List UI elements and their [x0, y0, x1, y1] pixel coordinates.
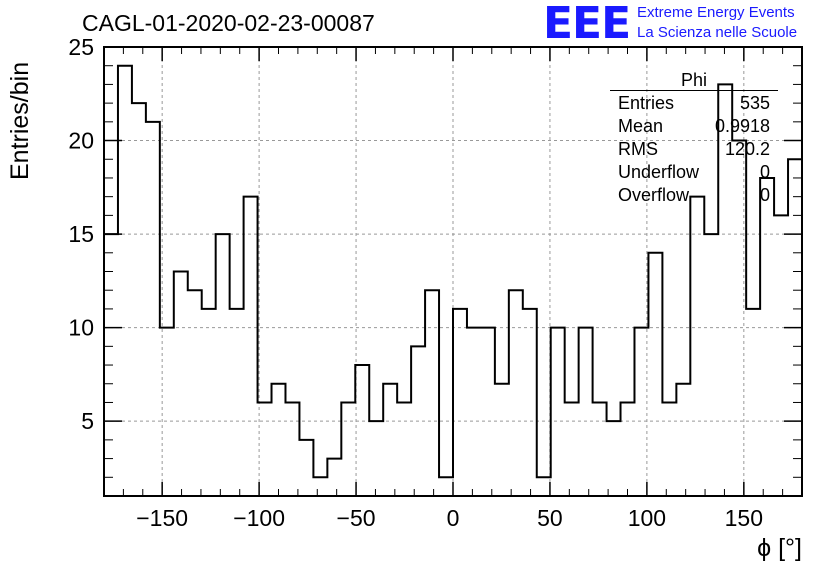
stats-box: Phi Entries 535 Mean 0.9918 RMS 120.2 Un…	[610, 70, 778, 208]
stats-value: 0	[759, 185, 770, 205]
axis-ticks	[103, 46, 803, 497]
x-axis-label: ϕ [°]	[757, 534, 802, 562]
stats-value: 0	[759, 162, 770, 182]
x-tick-label: 0	[447, 505, 460, 531]
chart-title: CAGL-01-2020-02-23-00087	[82, 10, 375, 36]
x-tick-label: 50	[537, 505, 563, 531]
stats-label: Overflow	[618, 185, 690, 205]
stats-row-mean: Mean 0.9918	[610, 116, 778, 139]
y-tick-label: 15	[68, 221, 94, 247]
stats-label: Entries	[618, 93, 675, 113]
logo-line-1: Extreme Energy Events	[637, 4, 795, 21]
x-tick-label: −50	[337, 505, 376, 531]
stats-label: RMS	[618, 139, 658, 159]
y-tick-label: 5	[81, 408, 94, 434]
logo-line-2: La Scienza nelle Scuole	[637, 24, 798, 41]
histogram-step-line	[104, 64, 802, 479]
tick-labels: −150 −100 −50 0 50 100 150 5 10 15 20 25	[68, 34, 763, 531]
x-tick-label: 150	[725, 505, 763, 531]
eee-logo: EEE	[543, 0, 631, 49]
stats-divider	[610, 90, 778, 91]
x-tick-label: 100	[628, 505, 666, 531]
x-tick-label: −150	[136, 505, 188, 531]
y-tick-label: 10	[68, 315, 94, 341]
y-tick-label: 20	[68, 128, 94, 154]
stats-value: 0.9918	[714, 116, 770, 136]
y-axis-label: Entries/bin	[6, 61, 34, 180]
x-tick-label: −100	[233, 505, 285, 531]
stats-label: Mean	[618, 116, 664, 136]
y-tick-label: 25	[68, 34, 94, 60]
stats-row-entries: Entries 535	[610, 93, 778, 116]
stats-value: 535	[739, 93, 770, 113]
stats-row-rms: RMS 120.2	[610, 139, 778, 162]
stats-title: Phi	[680, 70, 707, 90]
stats-row-underflow: Underflow 0	[610, 162, 778, 185]
stats-value: 120.2	[724, 139, 770, 159]
stats-row-overflow: Overflow 0	[610, 185, 778, 208]
stats-label: Underflow	[618, 162, 700, 182]
